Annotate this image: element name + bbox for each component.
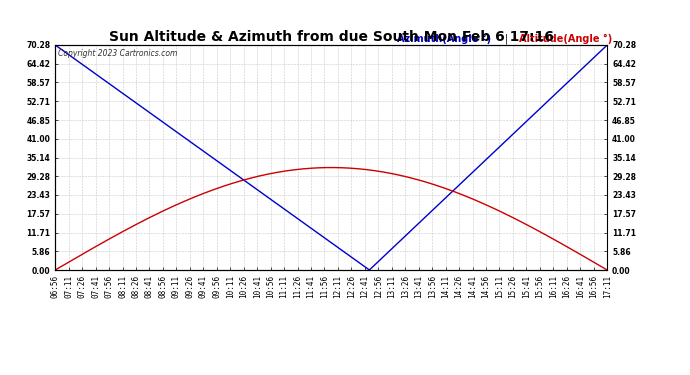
Text: Copyright 2023 Cartronics.com: Copyright 2023 Cartronics.com: [58, 50, 177, 58]
Text: |: |: [505, 33, 509, 44]
Text: Azimuth(Angle °): Azimuth(Angle °): [397, 34, 491, 44]
Title: Sun Altitude & Azimuth from due South Mon Feb 6 17:16: Sun Altitude & Azimuth from due South Mo…: [109, 30, 553, 44]
Text: Altitude(Angle °): Altitude(Angle °): [519, 34, 612, 44]
